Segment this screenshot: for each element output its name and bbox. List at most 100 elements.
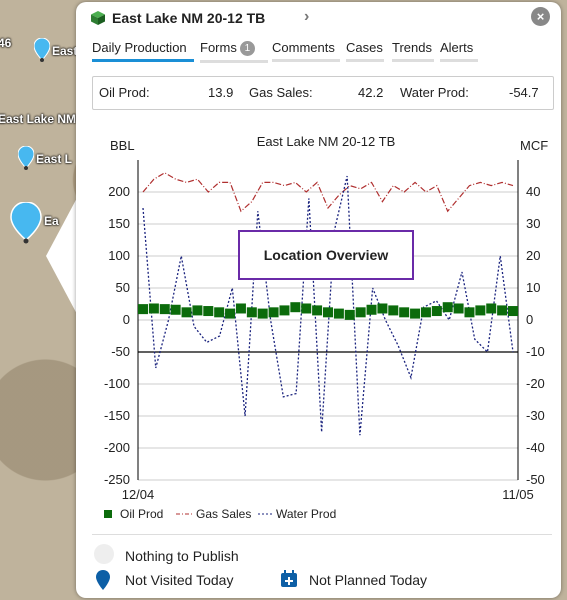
y-tick-left: -100 (104, 376, 130, 391)
panel-title: East Lake NM 20-12 TB (112, 10, 266, 26)
tab-label: Trends (392, 40, 432, 55)
water-prod-value: -54.7 (509, 85, 539, 100)
tab-daily-production[interactable]: Daily Production (92, 40, 194, 62)
forms-count-badge: 1 (239, 41, 255, 56)
tab-label: Forms (200, 40, 237, 55)
map-label-east-lake: East Lake NM (0, 112, 77, 126)
oil-prod-point (214, 307, 225, 318)
tab-alerts[interactable]: Alerts (440, 40, 478, 62)
oil-prod-point (192, 305, 203, 316)
oil-prod-point (159, 304, 170, 315)
panel-pointer (46, 196, 78, 316)
oil-prod-point (453, 303, 464, 314)
oil-prod-point (442, 302, 453, 313)
location-panel: East Lake NM 20-12 TB › × Daily Producti… (76, 2, 561, 598)
oil-prod-point (203, 306, 214, 317)
close-icon[interactable]: × (531, 7, 550, 26)
oil-prod-point (366, 304, 377, 315)
oil-prod-point (279, 305, 290, 316)
water-prod-line (142, 175, 514, 436)
location-overview-button[interactable]: Location Overview (238, 230, 414, 280)
map-pin-selected-icon[interactable] (10, 202, 42, 244)
y-tick-left: 50 (116, 280, 130, 295)
oil-prod-point (355, 307, 366, 318)
oil-prod-point (377, 303, 388, 314)
oil-prod-point (257, 308, 268, 319)
legend-gas-label: Gas Sales (196, 507, 251, 521)
gas-sales-value: 42.2 (358, 85, 384, 100)
tab-comments[interactable]: Comments (272, 40, 340, 62)
oil-prod-point (323, 307, 333, 318)
map-label-east-1: East (52, 44, 78, 58)
map-pin-icon[interactable] (34, 38, 50, 62)
y-tick-left: 200 (108, 184, 130, 199)
tab-forms[interactable]: Forms 1 (200, 40, 268, 63)
oil-prod-point (344, 309, 355, 320)
y-tick-left: -200 (104, 440, 130, 455)
y-tick-right: 20 (526, 248, 540, 263)
tab-cases[interactable]: Cases (346, 40, 384, 62)
oil-prod-point (290, 302, 301, 313)
oil-prod-point (399, 307, 410, 318)
y-tick-right: -50 (526, 472, 545, 487)
tab-trends[interactable]: Trends (392, 40, 434, 62)
oil-prod-point (225, 308, 236, 319)
y-tick-left: 0 (123, 312, 130, 327)
y-tick-right: -40 (526, 440, 545, 455)
x-tick-end: 11/05 (502, 487, 534, 502)
y-axis-label-left: BBL (110, 138, 135, 153)
oil-prod-point (301, 303, 312, 314)
oil-prod-point (268, 307, 279, 318)
oil-prod-point (497, 305, 508, 316)
y-tick-right: 0 (526, 312, 533, 327)
y-tick-left: -150 (104, 408, 130, 423)
divider (92, 534, 552, 535)
cube-icon (91, 11, 105, 25)
publish-status-icon (94, 544, 114, 564)
legend-water-label: Water Prod (276, 507, 336, 521)
oil-prod-point (388, 305, 399, 316)
oil-prod-point (138, 304, 148, 315)
oil-prod-point (235, 303, 246, 314)
y-tick-left: 150 (108, 216, 130, 231)
y-tick-right: 30 (526, 216, 540, 231)
y-tick-left: 100 (108, 248, 130, 263)
y-tick-right: -30 (526, 408, 545, 423)
map-pin-icon[interactable] (18, 146, 34, 170)
oil-prod-point (410, 308, 421, 319)
oil-prod-point (464, 307, 475, 318)
oil-prod-value: 13.9 (208, 85, 234, 100)
publish-status: Nothing to Publish (125, 548, 239, 564)
visited-status: Not Visited Today (125, 572, 234, 588)
chart-title: East Lake NM 20-12 TB (257, 134, 396, 149)
map-label-46: 46 (0, 36, 12, 50)
tab-label: Cases (346, 40, 383, 55)
oil-prod-point (246, 307, 257, 318)
y-tick-left: -250 (104, 472, 130, 487)
y-tick-left: -50 (111, 344, 130, 359)
oil-prod-point (486, 303, 497, 314)
oil-prod-label: Oil Prod: (99, 85, 150, 100)
location-pin-icon (96, 570, 110, 590)
calendar-add-icon[interactable] (280, 570, 298, 588)
gas-sales-line (142, 172, 514, 213)
oil-prod-point (170, 304, 181, 315)
tab-label: Comments (272, 40, 335, 55)
oil-prod-point (312, 305, 323, 316)
legend-oil-label: Oil Prod (120, 507, 163, 521)
map-label-east-2: East L (36, 152, 73, 166)
chevron-right-icon[interactable]: › (304, 8, 310, 25)
oil-prod-point (181, 307, 192, 318)
oil-prod-point (333, 308, 344, 319)
oil-prod-point (475, 305, 486, 316)
tab-label: Alerts (440, 40, 474, 55)
y-tick-right: 40 (526, 184, 540, 199)
y-tick-right: -20 (526, 376, 545, 391)
y-axis-label-right: MCF (520, 138, 548, 153)
oil-prod-point (431, 306, 442, 317)
y-tick-right: -10 (526, 344, 545, 359)
gas-sales-label: Gas Sales: (249, 85, 313, 100)
y-tick-right: 10 (526, 280, 540, 295)
oil-prod-point (508, 306, 518, 317)
